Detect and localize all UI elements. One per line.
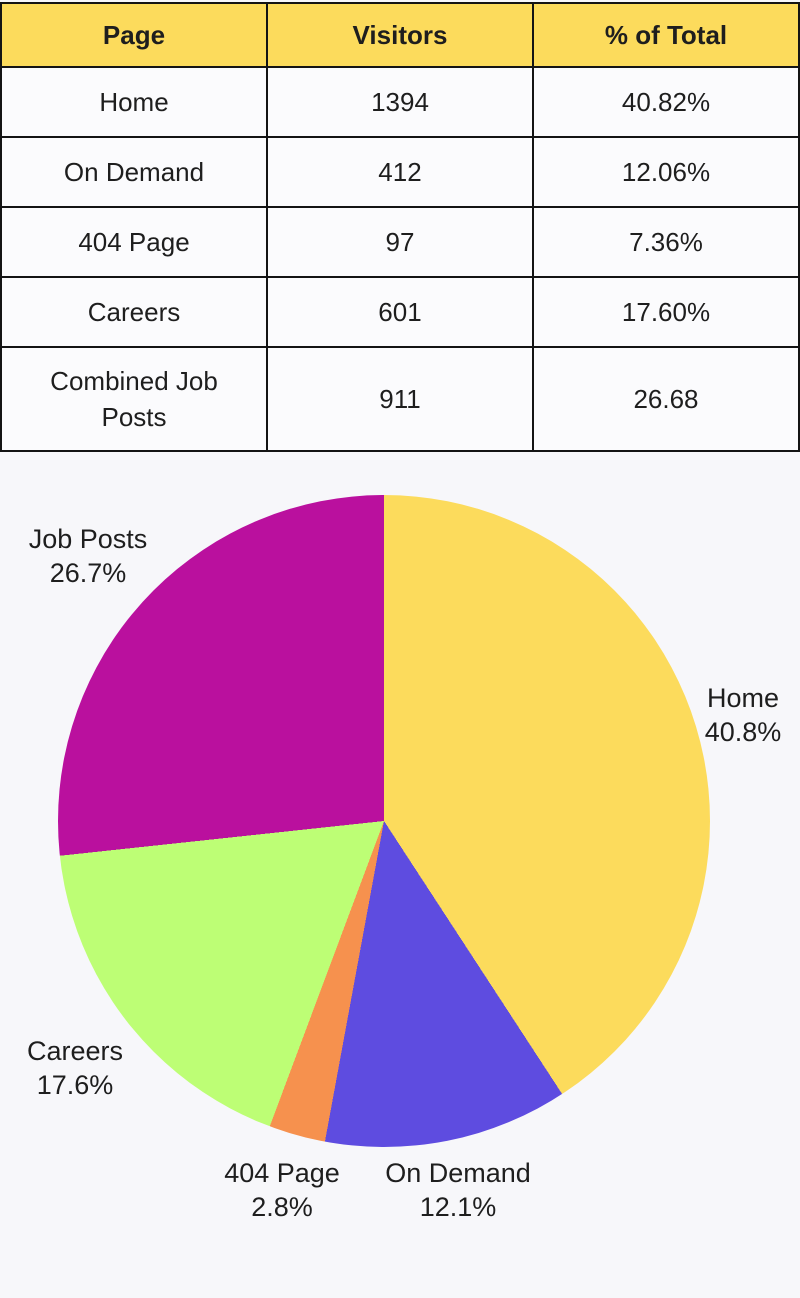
cell-percent: 12.06%	[532, 136, 800, 208]
slice-label-name: 404 Page	[224, 1158, 340, 1188]
pie-chart	[58, 495, 710, 1147]
slice-label-percent: 12.1%	[419, 1192, 497, 1222]
slice-label-percent: 26.7%	[49, 558, 127, 588]
cell-page: 404 Page	[0, 206, 268, 278]
cell-page: On Demand	[0, 136, 268, 208]
cell-page: Home	[0, 66, 268, 138]
cell-page: Combined Job Posts	[0, 346, 268, 452]
table-header-row: Page Visitors % of Total	[0, 2, 800, 68]
slice-label-404-page: 404 Page 2.8%	[204, 1156, 360, 1224]
cell-visitors: 412	[266, 136, 534, 208]
slice-label-name: Job Posts	[28, 524, 148, 554]
slice-label-name: Home	[706, 683, 780, 713]
slice-label-percent: 17.6%	[36, 1070, 114, 1100]
cell-visitors: 97	[266, 206, 534, 278]
column-header-percent: % of Total	[532, 2, 800, 68]
table-row: 404 Page 97 7.36%	[0, 206, 800, 278]
pie-chart-section: Job Posts 26.7% Home 40.8% Careers 17.6%…	[0, 452, 800, 1276]
table-row: Combined Job Posts 911 26.68	[0, 346, 800, 452]
cell-visitors: 601	[266, 276, 534, 348]
visitors-table: Page Visitors % of Total Home 1394 40.82…	[0, 2, 800, 452]
column-header-visitors: Visitors	[266, 2, 534, 68]
cell-visitors: 911	[266, 346, 534, 452]
slice-label-percent: 2.8%	[251, 1192, 313, 1222]
slice-label-on-demand: On Demand 12.1%	[368, 1156, 548, 1224]
slice-label-percent: 40.8%	[704, 717, 782, 747]
cell-visitors: 1394	[266, 66, 534, 138]
slice-label-job-posts: Job Posts 26.7%	[0, 522, 176, 590]
slice-label-name: On Demand	[385, 1158, 531, 1188]
column-header-page: Page	[0, 2, 268, 68]
cell-percent: 40.82%	[532, 66, 800, 138]
table-row: On Demand 412 12.06%	[0, 136, 800, 208]
cell-percent: 26.68	[532, 346, 800, 452]
table-row: Home 1394 40.82%	[0, 66, 800, 138]
slice-label-careers: Careers 17.6%	[0, 1034, 150, 1102]
cell-percent: 17.60%	[532, 276, 800, 348]
slice-label-name: Careers	[26, 1036, 124, 1066]
cell-percent: 7.36%	[532, 206, 800, 278]
table-row: Careers 601 17.60%	[0, 276, 800, 348]
slice-label-home: Home 40.8%	[686, 681, 800, 749]
cell-page: Careers	[0, 276, 268, 348]
